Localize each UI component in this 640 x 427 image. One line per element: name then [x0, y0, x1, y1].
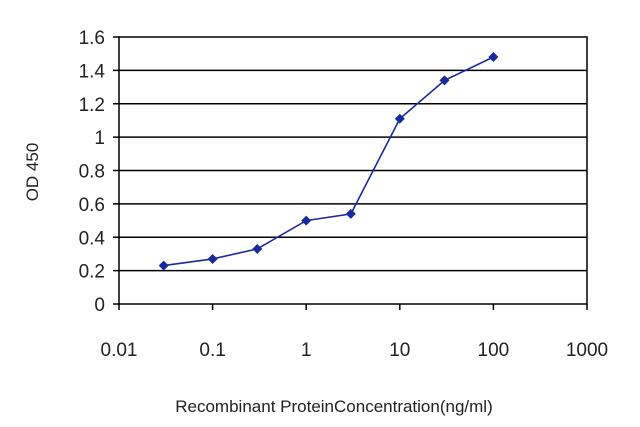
y-tick-label: 0.6	[79, 195, 105, 216]
y-tick-label: 1.4	[79, 61, 106, 82]
data-point	[439, 75, 450, 86]
data-point	[345, 208, 356, 219]
y-tick-label: 0.2	[79, 262, 105, 283]
x-axis: 0.01 0.1 1 10 100 1000	[101, 304, 608, 361]
data-point	[207, 253, 218, 264]
x-tick-label: 1	[301, 340, 312, 361]
x-tick-label: 100	[478, 340, 510, 361]
data-point	[394, 113, 405, 124]
y-tick-label: 0.8	[79, 162, 105, 183]
y-tick-label: 1.2	[79, 95, 105, 116]
x-axis-title: Recombinant ProteinConcentration(ng/ml)	[175, 397, 493, 416]
data-point	[252, 243, 263, 254]
data-point	[488, 52, 499, 63]
y-axis-title: OD 450	[23, 143, 42, 202]
x-tick-label: 10	[389, 340, 410, 361]
plot-area	[118, 36, 588, 305]
x-tick-label: 0.01	[101, 340, 138, 361]
data-point	[158, 260, 169, 271]
y-axis: 0 0.2 0.4 0.6 0.8 1 1.2 1.4 1.6	[79, 28, 119, 316]
y-tick-label: 1	[94, 128, 105, 149]
x-tick-label: 0.1	[199, 340, 225, 361]
y-tick-label: 1.6	[79, 28, 105, 49]
series-layer	[158, 52, 499, 271]
y-tick-label: 0	[94, 295, 105, 316]
data-point	[301, 215, 312, 226]
series-line	[163, 56, 494, 267]
x-tick-label: 1000	[566, 340, 608, 361]
y-tick-label: 0.4	[79, 228, 106, 249]
